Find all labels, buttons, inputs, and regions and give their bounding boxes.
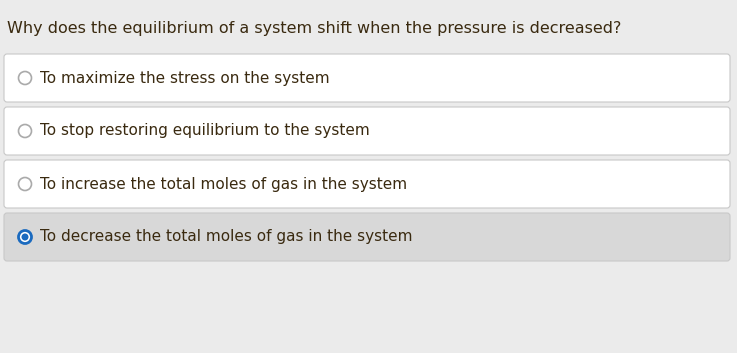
FancyBboxPatch shape <box>4 213 730 261</box>
Circle shape <box>21 233 29 240</box>
Circle shape <box>18 178 32 191</box>
Circle shape <box>18 72 32 84</box>
Text: To increase the total moles of gas in the system: To increase the total moles of gas in th… <box>40 176 407 191</box>
Text: To stop restoring equilibrium to the system: To stop restoring equilibrium to the sys… <box>40 124 370 138</box>
FancyBboxPatch shape <box>4 54 730 102</box>
Text: Why does the equilibrium of a system shift when the pressure is decreased?: Why does the equilibrium of a system shi… <box>7 20 621 36</box>
Text: To decrease the total moles of gas in the system: To decrease the total moles of gas in th… <box>40 229 413 245</box>
Circle shape <box>18 125 32 138</box>
FancyBboxPatch shape <box>4 160 730 208</box>
Text: To maximize the stress on the system: To maximize the stress on the system <box>40 71 329 85</box>
FancyBboxPatch shape <box>4 107 730 155</box>
Circle shape <box>18 231 32 244</box>
